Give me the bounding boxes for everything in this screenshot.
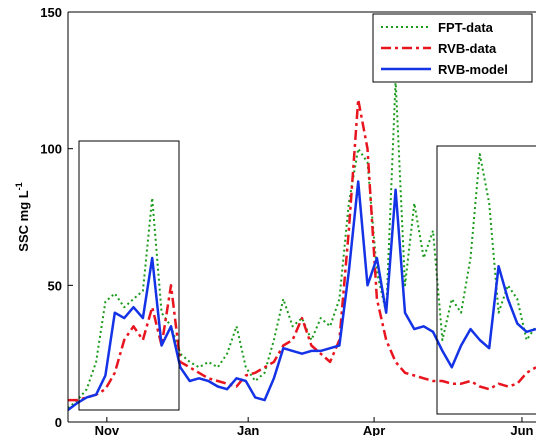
y-tick-label: 50: [48, 278, 62, 293]
highlight-box: [78, 140, 180, 411]
y-axis-label: SSC mg L-1: [14, 182, 31, 251]
legend-label: RVB-data: [438, 41, 497, 56]
legend-box: [372, 13, 533, 83]
x-tick-label: Jun: [510, 423, 533, 436]
y-tick-label: 150: [40, 5, 62, 20]
y-tick-label: 0: [55, 415, 62, 430]
plot-lines: [68, 79, 536, 411]
x-tick-label: Nov: [95, 423, 120, 436]
legend: FPT-data RVB-data RVB-model: [372, 13, 533, 83]
highlight-box: [436, 145, 536, 415]
y-label-superscript: -1: [14, 182, 24, 190]
y-label-text: SSC mg L: [16, 190, 31, 251]
series-line: [68, 98, 536, 402]
x-tick-label: Apr: [363, 423, 385, 436]
y-tick-label: 100: [40, 142, 62, 157]
series-line: [68, 180, 536, 411]
legend-label: RVB-model: [438, 62, 508, 77]
x-tick-label: Jan: [237, 423, 259, 436]
legend-label: FPT-data: [438, 20, 494, 35]
series-line: [68, 79, 536, 410]
